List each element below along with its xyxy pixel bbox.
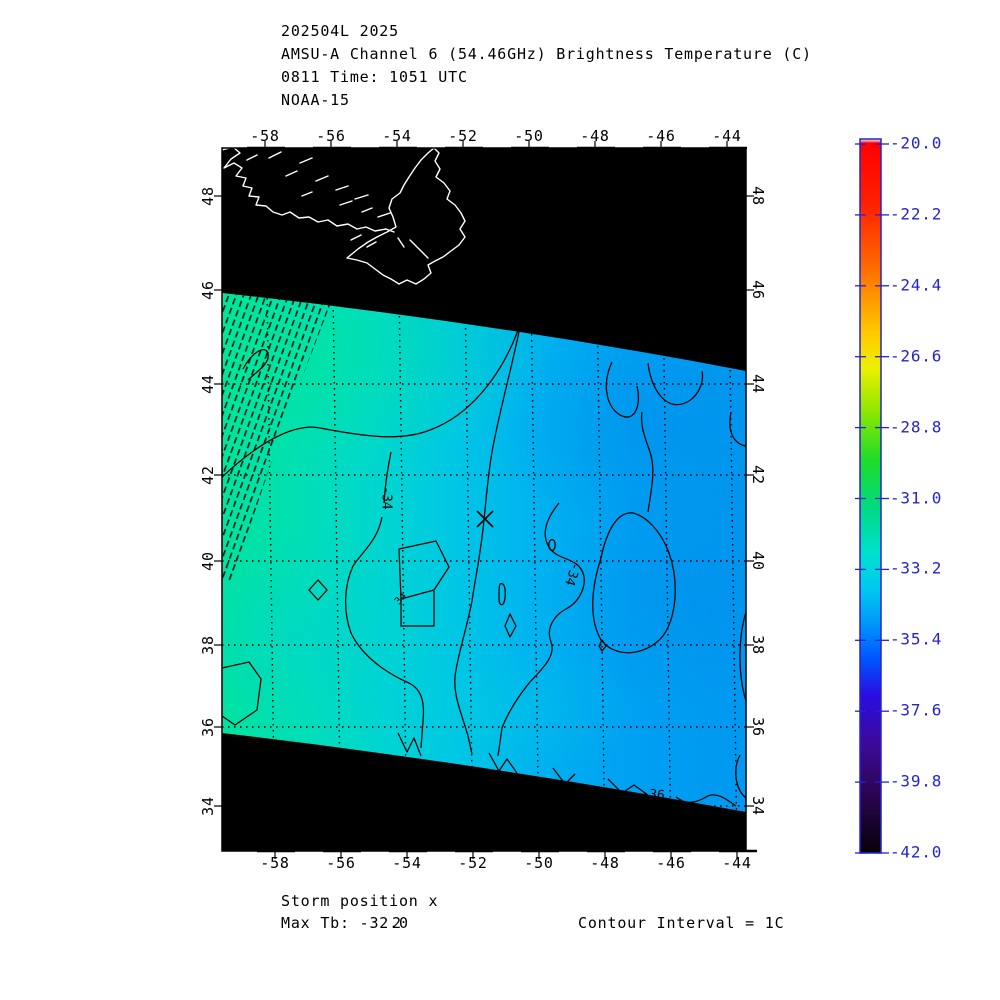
left-axis-label: 48 xyxy=(199,186,217,206)
right-axis-label: 38 xyxy=(749,635,767,655)
colorbar-tick-label: -24.4 xyxy=(890,275,943,295)
colorbar-tick-label: -42.0 xyxy=(890,842,943,862)
colorbar-tick-label: -35.4 xyxy=(890,630,943,650)
left-axis-label: 34 xyxy=(199,796,217,816)
bottom-axis-label: -46 xyxy=(656,854,686,872)
colorbar-tick-label: -37.6 xyxy=(890,700,943,720)
max-tb-label: Max Tb: -32.0 xyxy=(281,914,409,932)
top-axis-label: -56 xyxy=(316,127,346,145)
colorbar-ticks xyxy=(855,143,889,854)
left-axis-label: 42 xyxy=(199,465,217,485)
colorbar-gradient xyxy=(860,139,881,853)
mainland-coastline xyxy=(222,148,395,233)
contour-label: -34 xyxy=(378,486,394,510)
bottom-axis-label: -56 xyxy=(326,854,356,872)
newfoundland-coastline xyxy=(346,148,466,285)
colorbar-tick-label: -39.8 xyxy=(890,771,943,791)
right-axis-label: 42 xyxy=(749,465,767,485)
colorbar-tick-label: -28.8 xyxy=(890,417,943,437)
right-axis-label: 34 xyxy=(749,796,767,816)
storm-id-line: 202504L 2025 xyxy=(281,22,399,40)
satellite-line: NOAA-15 xyxy=(281,91,350,109)
bottom-axis-label: -50 xyxy=(524,854,554,872)
data-swath xyxy=(222,293,746,812)
colorbar-tick-label: -31.0 xyxy=(890,488,943,508)
left-axis-label: 36 xyxy=(199,717,217,737)
right-axis-label: 40 xyxy=(749,551,767,571)
island-fragments xyxy=(246,151,391,248)
left-axis-label: 38 xyxy=(199,635,217,655)
contour-interval-label: Contour Interval = 1C xyxy=(578,914,785,932)
colorbar-tick-label: -33.2 xyxy=(890,559,943,579)
left-axis-label: 44 xyxy=(199,374,217,394)
top-axis-label: -50 xyxy=(514,127,544,145)
storm-position-marker xyxy=(476,510,494,528)
bottom-axis-label: -52 xyxy=(458,854,488,872)
right-axis-label: 36 xyxy=(749,717,767,737)
left-axis-label: 40 xyxy=(199,551,217,571)
time-line: 0811 Time: 1051 UTC xyxy=(281,68,468,86)
page-title: AMSU-A Channel 6 (54.46GHz) Brightness T… xyxy=(281,45,812,63)
colorbar-tick-label: -26.6 xyxy=(890,346,943,366)
top-axis-label: -52 xyxy=(448,127,478,145)
colorbar xyxy=(855,138,889,854)
top-axis-label: -46 xyxy=(646,127,676,145)
map-frame xyxy=(221,147,747,852)
max-tb-overlap-digit: 2 xyxy=(392,914,402,932)
axis-ticks xyxy=(214,141,754,859)
top-axis-label: -44 xyxy=(712,127,742,145)
bottom-axis-label: -44 xyxy=(722,854,752,872)
bottom-axis-label: -48 xyxy=(590,854,620,872)
coastline xyxy=(222,148,466,285)
right-axis-label: 44 xyxy=(749,374,767,394)
colorbar-frame xyxy=(859,138,882,854)
colorbar-tick-label: -20.0 xyxy=(890,133,943,153)
right-axis-label: 48 xyxy=(749,186,767,206)
title-block: 202504L 2025 AMSU-A Channel 6 (54.46GHz)… xyxy=(281,20,812,112)
top-axis-label: -48 xyxy=(580,127,610,145)
contour-label: -36 xyxy=(640,786,666,804)
top-axis-label: -58 xyxy=(250,127,280,145)
top-axis-label: -54 xyxy=(382,127,412,145)
colorbar-tick-label: -22.2 xyxy=(890,204,943,224)
storm-position-label: Storm position x xyxy=(281,892,439,910)
left-axis-label: 46 xyxy=(199,280,217,300)
right-axis-label: 46 xyxy=(749,280,767,300)
bottom-axis-label: -54 xyxy=(392,854,422,872)
bottom-axis-label: -58 xyxy=(260,854,290,872)
